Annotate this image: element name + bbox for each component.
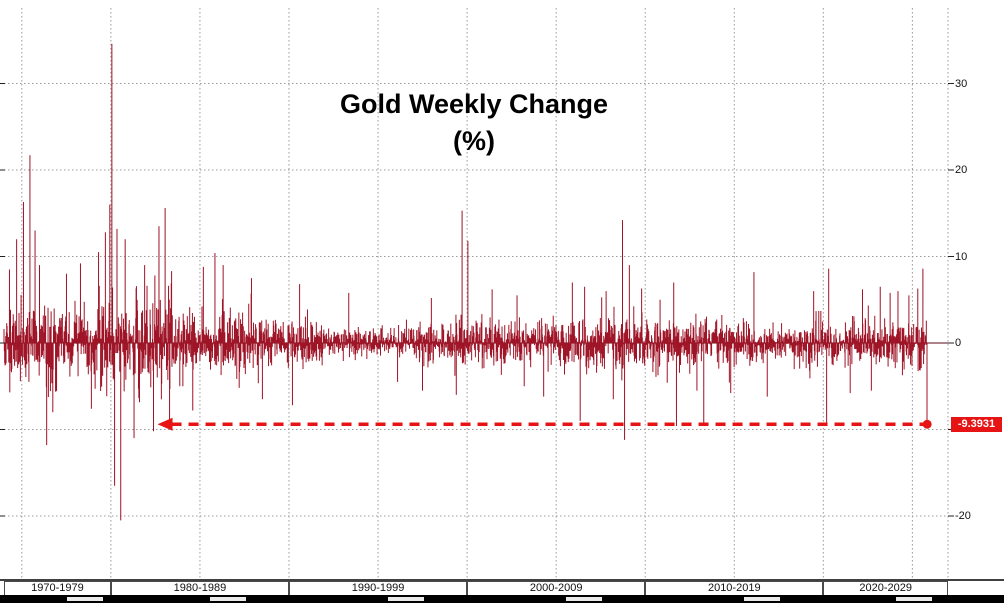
chart-title-line2: (%) [453, 126, 495, 156]
y-axis-tick-label: 0 [955, 337, 962, 349]
last-value-badge: -9.3931 [951, 416, 1002, 432]
bottom-strip-box [895, 597, 932, 601]
y-axis-tick-label: 10 [955, 250, 968, 263]
decade-label: 2020-2029 [823, 581, 948, 596]
decade-label: 1990-1999 [288, 581, 468, 596]
decade-label: 1980-1989 [110, 581, 289, 596]
chart-title-line1: Gold Weekly Change [339, 89, 609, 119]
decade-label: 2000-2009 [467, 581, 646, 596]
chart-title: Gold Weekly Change (%) [0, 86, 948, 160]
bottom-strip-box [744, 597, 781, 601]
bottom-strip-box [67, 597, 104, 601]
y-axis-tick-label: 30 [955, 77, 968, 90]
decade-label: 2010-2019 [645, 581, 824, 596]
decade-label: 1970-1979 [4, 581, 111, 596]
y-axis-tick-label: -20 [955, 510, 971, 522]
bottom-strip-box [388, 597, 425, 601]
bottom-panel-strip [0, 595, 1004, 603]
bottom-strip-box [566, 597, 603, 601]
bottom-strip-box [209, 597, 246, 601]
y-axis-tick-label: 20 [955, 164, 968, 176]
